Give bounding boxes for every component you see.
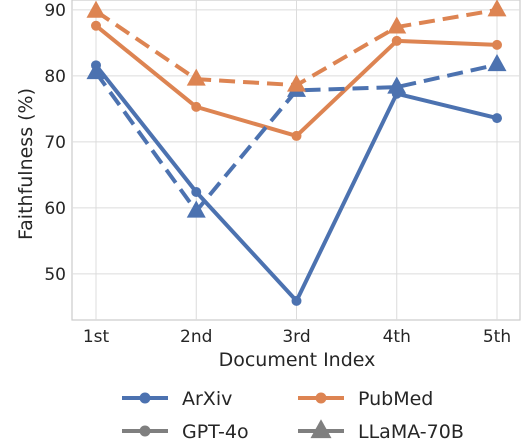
- legend-label: PubMed: [358, 388, 433, 410]
- x-tick-label: 3rd: [282, 327, 310, 347]
- data-point-circle: [191, 101, 202, 112]
- data-point-circle: [191, 187, 202, 197]
- data-point-circle: [91, 20, 101, 31]
- y-tick-label: 60: [44, 199, 66, 219]
- x-tick-label: 1st: [83, 327, 110, 347]
- legend-item: ArXiv: [122, 388, 232, 410]
- y-tick-label: 80: [44, 67, 66, 87]
- data-point-triangle: [487, 54, 507, 72]
- data-point-circle: [492, 39, 502, 50]
- y-tick-label: 90: [44, 1, 66, 21]
- data-point-triangle: [387, 76, 407, 94]
- data-point-triangle: [86, 61, 106, 80]
- legend-marker-circle: [315, 392, 327, 404]
- series-pubmed-llama-70b: [86, 0, 507, 92]
- x-tick-label: 2nd: [180, 327, 212, 347]
- legend-label: GPT-4o: [182, 421, 249, 443]
- data-point-circle: [391, 35, 402, 46]
- data-point-triangle: [186, 200, 206, 218]
- data-point-triangle: [487, 0, 507, 17]
- data-point-triangle: [186, 68, 206, 86]
- legend-label: ArXiv: [182, 388, 232, 410]
- data-point-circle: [492, 113, 502, 124]
- legend-item: LLaMA-70B: [298, 419, 464, 443]
- y-tick-labels: 50 60 70 80 90: [44, 1, 66, 285]
- data-point-triangle: [86, 0, 106, 18]
- legend-marker-circle: [139, 392, 151, 404]
- data-point-circle: [291, 295, 302, 306]
- legend-marker-triangle: [310, 419, 332, 439]
- series-pubmed-gpt-4o: [91, 20, 502, 141]
- legend-marker-circle: [139, 425, 151, 437]
- x-tick-labels: 1st 2nd 3rd 4th 5th: [83, 327, 511, 347]
- legend-item: GPT-4o: [122, 421, 249, 443]
- data-point-circle: [291, 130, 302, 141]
- gridlines: [72, 0, 520, 320]
- y-axis-title: Faithfulness (%): [15, 88, 37, 240]
- data-point-triangle: [287, 74, 306, 92]
- y-tick-label: 70: [44, 133, 66, 153]
- data-point-triangle: [387, 16, 407, 34]
- series-lines: [86, 0, 507, 306]
- x-tick-label: 4th: [383, 327, 411, 347]
- legend-label: LLaMA-70B: [358, 421, 464, 443]
- y-tick-label: 50: [44, 265, 66, 285]
- x-axis-title: Document Index: [219, 349, 376, 371]
- legend: ArXiv PubMed GPT-4o LLaMA-70B: [122, 388, 464, 443]
- x-tick-label: 5th: [483, 327, 511, 347]
- legend-item: PubMed: [298, 388, 433, 410]
